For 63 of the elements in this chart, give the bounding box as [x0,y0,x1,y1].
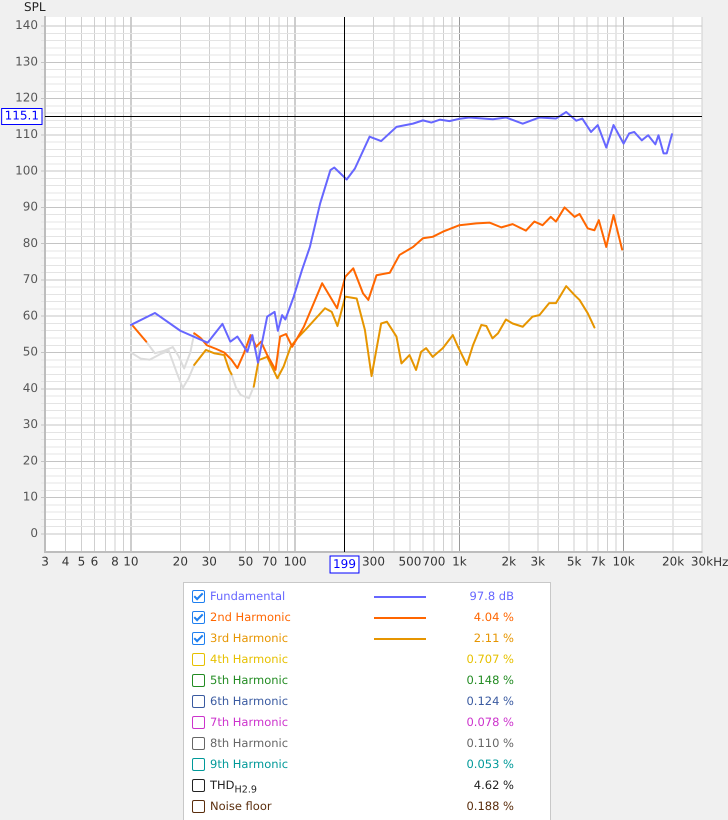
y-tick-label: 140 [15,18,38,32]
x-tick-label: 10k [612,554,635,568]
x-tick-label: 2k [502,554,516,568]
y-tick-label: 120 [15,90,38,105]
y-tick-label: 40 [22,380,38,395]
y-tick-label: 0 [30,526,38,540]
y-tick-label: 50 [22,344,38,359]
legend-label: 4th Harmonic [210,652,288,666]
x-tick-label: 1k [452,554,467,568]
y-tick-label: 130 [15,54,38,68]
x-tick-label: 100 [284,554,307,568]
legend-label: 6th Harmonic [210,694,288,708]
text: 0.188 % [466,799,514,813]
x-tick-label: 20 [172,554,188,568]
text: 97.8 dB [470,589,514,603]
legend-label: 9th Harmonic [210,757,288,771]
legend-label: 7th Harmonic [210,715,288,729]
legend-label: 8th Harmonic [210,736,288,750]
y-tick-label: 70 [22,272,38,286]
x-tick-label: 3 [41,554,49,568]
x-axis-title: Hz [713,555,728,570]
ref-line-label: 199 [333,557,356,572]
y-tick-label: 90 [22,200,38,214]
x-tick-label: 500 [398,554,422,568]
x-tick-label: 30k [690,554,714,568]
x-tick-label: 5 [78,554,86,568]
x-tick-label: 8 [111,554,119,568]
x-tick-label: 70 [262,554,278,568]
text: 0.707 % [466,652,514,666]
text: 0.124 % [466,694,514,708]
y-tick-label: 80 [22,236,38,250]
legend-label: THD$_{H2.9}$ [210,778,257,796]
text: 3rd Harmonic [210,631,288,645]
text: 4.62 % [474,778,514,792]
text: 4.04 % [474,610,514,624]
x-tick-label: 10 [123,554,139,568]
x-tick-label: 3k [530,554,546,568]
x-tick-label: 6 [90,554,98,568]
x-tick-label: 5k [566,554,582,568]
y-tick-label: 10 [22,490,38,504]
y-tick-label: 60 [22,308,38,322]
x-tick-label: 30 [202,554,217,568]
legend-label: Noise floor [210,799,272,813]
x-tick-label: 700 [422,554,446,568]
y-tick-label: 30 [22,417,38,432]
text: Fundamental [210,589,286,603]
x-tick-label: 4 [62,554,70,568]
text: 0.148 % [466,673,514,687]
text: 0.078 % [466,715,514,729]
y-tick-label: 110 [15,127,38,142]
x-tick-label: 20k [662,554,684,568]
y-tick-label: 20 [22,453,38,468]
x-tick-label: 300 [362,554,385,568]
x-tick-label: 7k [590,554,606,568]
ref-line-label: 115.1 [4,108,40,123]
y-tick-label: 100 [15,163,38,178]
text: 0.053 % [466,757,514,771]
legend-label: 5th Harmonic [210,673,288,687]
y-axis-title: SPL [24,0,46,14]
x-tick-label: 50 [238,554,254,568]
text: 0.110 % [466,736,514,750]
text: 2.11 % [474,631,514,645]
text: 2nd Harmonic [210,610,291,624]
